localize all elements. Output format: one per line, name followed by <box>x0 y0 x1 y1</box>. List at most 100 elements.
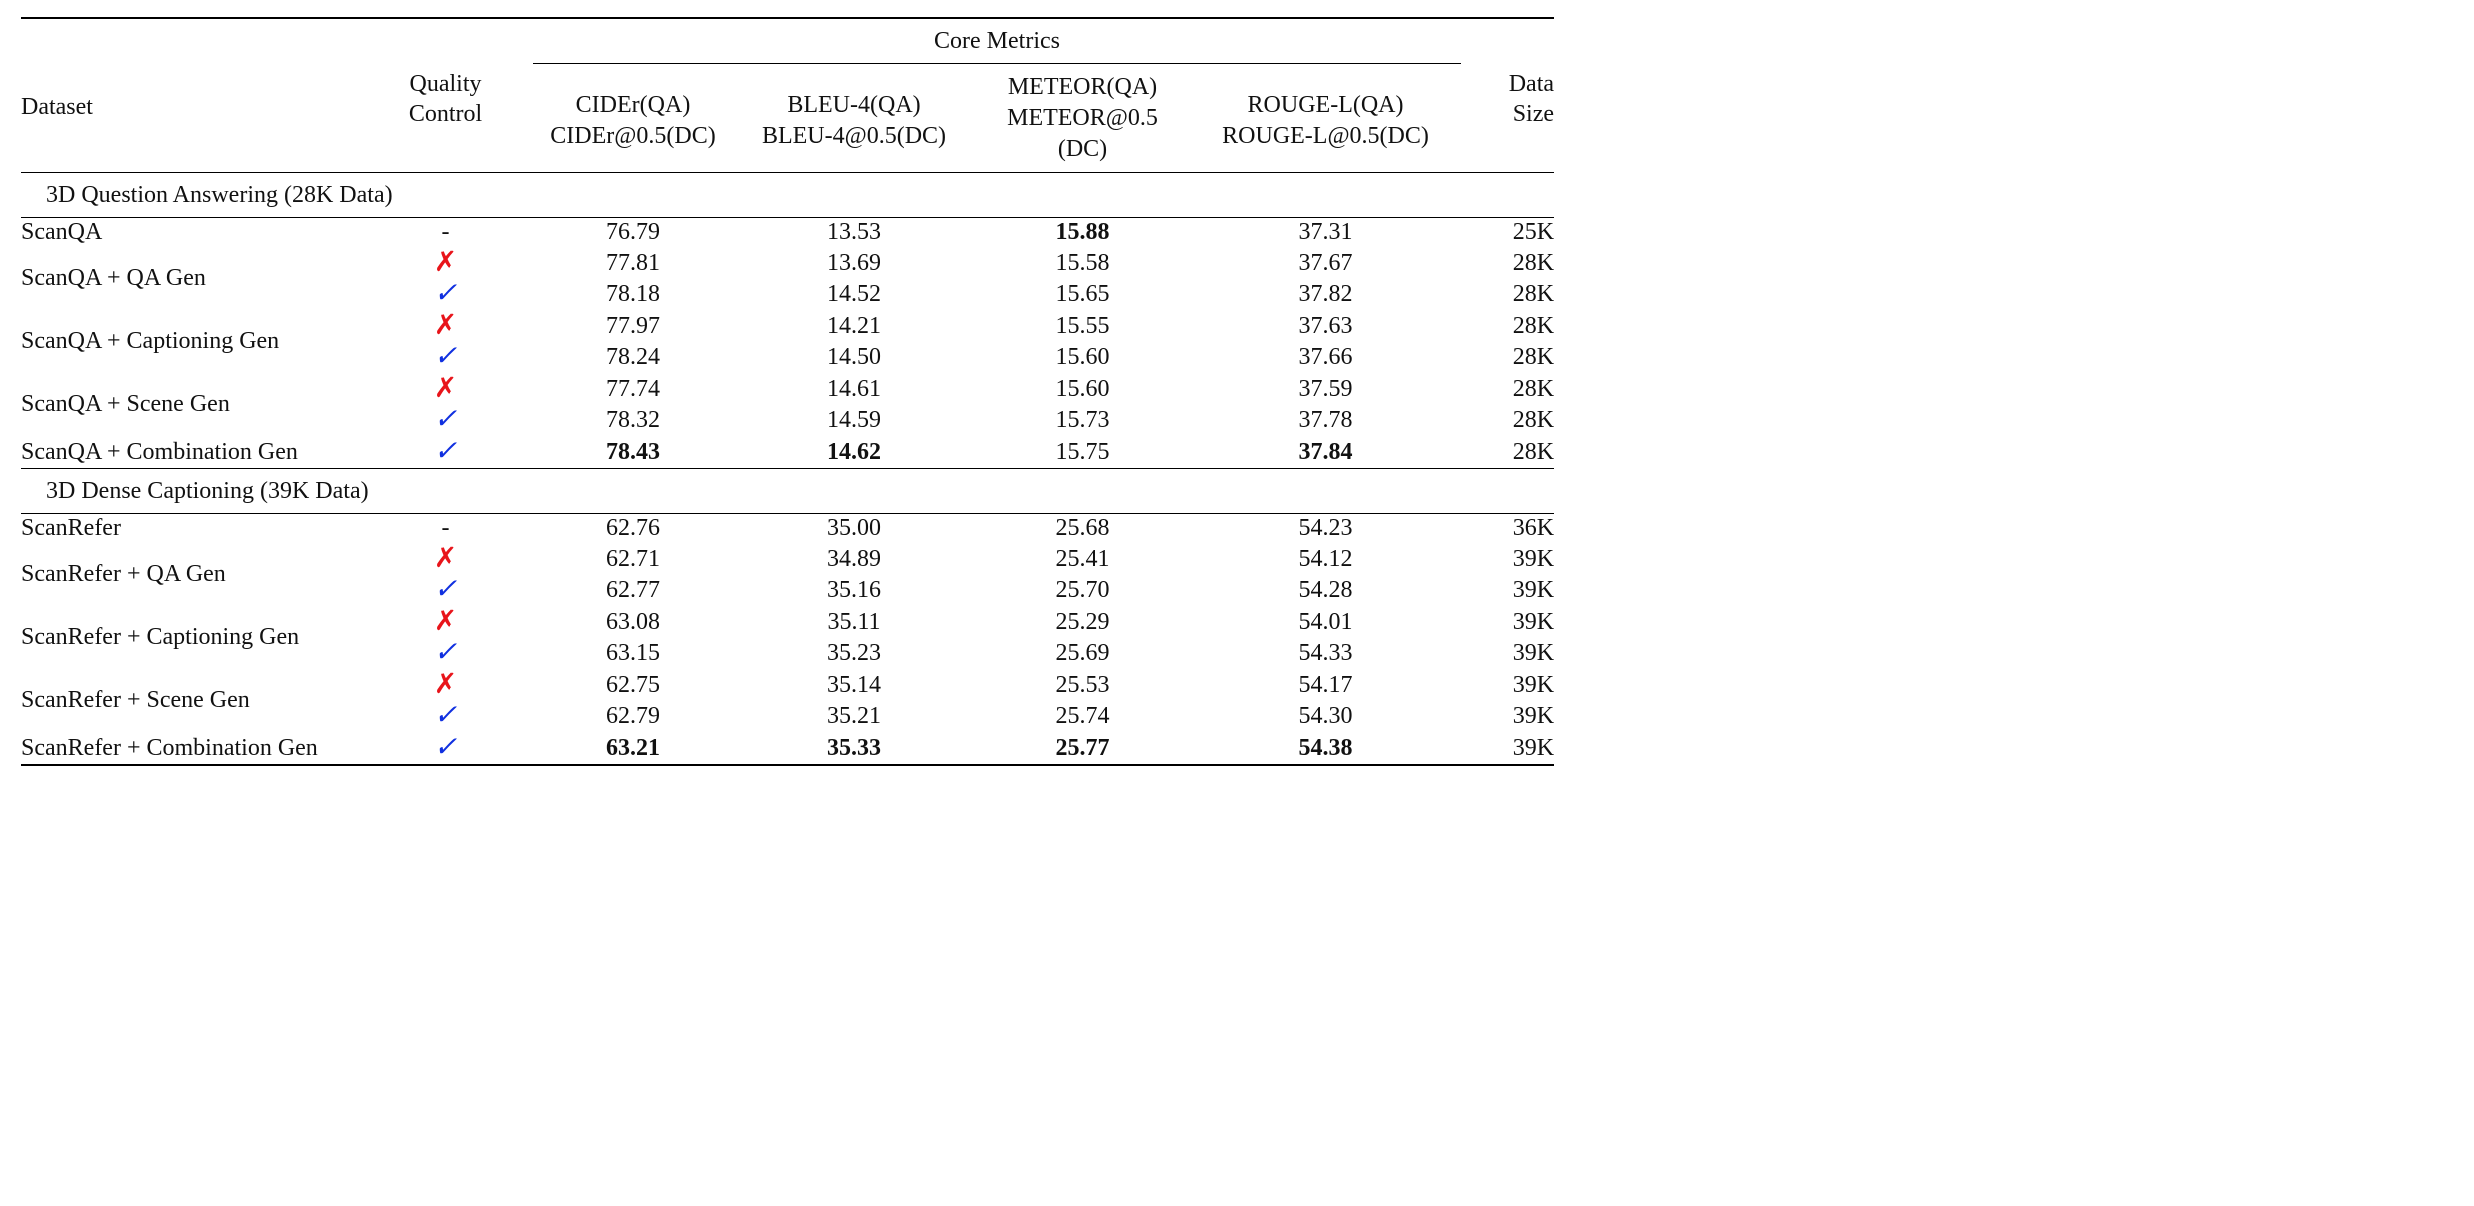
bleu-value: 35.33 <box>827 734 881 761</box>
section-header-row: 3D Question Answering (28K Data) <box>21 173 1555 218</box>
bleu-value: 14.50 <box>827 344 881 370</box>
table-row: ScanRefer + QA Gen ✗ 62.71 34.89 25.41 54.12 3… <box>21 544 1555 588</box>
bleu-value: 35.16 <box>827 577 881 603</box>
rouge-value: 54.01 <box>1298 608 1353 635</box>
cider-value: 62.77 <box>606 577 660 603</box>
check-icon: ✓ <box>433 731 458 763</box>
data-size-value: 28K <box>1512 344 1555 370</box>
bleu-value: 14.62 <box>827 438 881 465</box>
dataset-name: ScanRefer + QA Gen <box>21 561 226 588</box>
data-size-value: 28K <box>1512 281 1555 307</box>
quality-control-cell: ✓ <box>358 279 533 311</box>
cider-value: 76.79 <box>606 219 660 245</box>
data-size-value: 39K <box>1512 577 1555 603</box>
cider-value: 78.18 <box>606 281 660 307</box>
quality-control-cell: ✓ <box>358 733 533 766</box>
data-size-value: 28K <box>1512 438 1555 465</box>
table-row: ✓ 78.18 14.52 15.65 37.82 28K <box>21 279 1554 311</box>
dataset-name: ScanQA + Scene Gen <box>21 391 230 418</box>
table-row: ScanRefer + Scene Gen ✗ 62.75 35.14 25.53 54.… <box>21 668 1554 714</box>
cider-value: 77.97 <box>606 312 660 339</box>
table-row: ScanQA - 76.79 13.53 15.88 37.31 25K <box>21 218 1554 248</box>
meteor-value: 25.41 <box>1055 545 1110 572</box>
bleu-value: 35.00 <box>827 515 881 541</box>
cider-value: 77.74 <box>606 375 660 402</box>
rouge-value: 37.66 <box>1298 344 1353 370</box>
table-row: ScanQA + QA Gen ✗ 77.81 13.69 15.58 37.67 28K <box>21 248 1554 292</box>
header-rouge: ROUGE-L(QA) ROUGE-L@0.5(DC) <box>1222 92 1429 149</box>
meteor-value: 15.65 <box>1055 281 1110 307</box>
bleu-value: 14.21 <box>827 312 881 339</box>
meteor-value: 15.60 <box>1055 344 1110 370</box>
cider-value: 63.15 <box>606 640 660 666</box>
dataset-name: ScanRefer <box>21 515 121 541</box>
table-row: ✓ 63.15 35.23 25.69 54.33 39K <box>21 638 1554 670</box>
header-dataset: Dataset <box>21 94 93 120</box>
cider-value: 77.81 <box>606 249 660 276</box>
table-row: ScanQA + Captioning Gen ✗ 77.97 14.21 15.55 3… <box>21 311 1555 355</box>
meteor-value: 15.55 <box>1055 312 1110 339</box>
header-cider: CIDEr(QA) CIDEr@0.5(DC) <box>550 92 716 149</box>
bleu-value: 14.61 <box>827 375 881 402</box>
cross-icon: ✗ <box>433 668 458 700</box>
quality-control-cell: - <box>358 218 533 248</box>
table-body: 3D Question Answering (28K Data) ScanQA - 7… <box>21 173 1555 766</box>
dataset-name: ScanRefer + Captioning Gen <box>21 624 300 651</box>
rouge-value: 37.82 <box>1298 281 1353 307</box>
bleu-value: 35.11 <box>827 608 881 635</box>
rouge-value: 37.78 <box>1298 407 1353 433</box>
check-icon: ✓ <box>433 435 458 467</box>
rouge-value: 54.30 <box>1298 703 1353 729</box>
table-row: ScanQA + Scene Gen ✗ 77.74 14.61 15.60 37.59 2… <box>21 374 1555 418</box>
quality-control-cell: ✓ <box>358 638 533 670</box>
dash-mark: - <box>441 219 450 245</box>
check-icon: ✓ <box>433 404 458 435</box>
rouge-value: 37.67 <box>1298 249 1353 276</box>
dataset-name: ScanRefer + Scene Gen <box>21 687 250 714</box>
rouge-value: 54.17 <box>1298 671 1353 698</box>
rouge-value: 37.63 <box>1298 312 1353 339</box>
check-icon: ✓ <box>433 574 458 605</box>
bleu-value: 34.89 <box>827 545 881 572</box>
cider-value: 78.32 <box>606 407 660 433</box>
data-size-value: 39K <box>1512 545 1555 572</box>
meteor-value: 25.68 <box>1055 515 1110 541</box>
quality-control-cell: - <box>358 514 533 544</box>
rouge-value: 37.59 <box>1298 375 1353 402</box>
data-size-value: 28K <box>1512 407 1555 433</box>
quality-control-cell: ✓ <box>358 701 533 733</box>
quality-control-cell: ✓ <box>358 405 533 437</box>
table-row: ScanRefer + Combination Gen ✓ 63.21 35.33 25… <box>21 733 1555 766</box>
quality-control-cell: ✓ <box>358 575 533 607</box>
table-row: ScanRefer - 62.76 35.00 25.68 54.23 36K <box>21 514 1554 544</box>
section-header-row: 3D Dense Captioning (39K Data) <box>21 469 1555 514</box>
quality-control-cell: ✗ <box>358 311 533 343</box>
table-row: ✓ 78.24 14.50 15.60 37.66 28K <box>21 342 1554 374</box>
rouge-value: 54.38 <box>1298 734 1353 761</box>
table-row: ScanRefer + Captioning Gen ✗ 63.08 35.11 25.… <box>21 605 1554 651</box>
meteor-value: 25.70 <box>1055 577 1110 603</box>
header-bleu: BLEU-4(QA) BLEU-4@0.5(DC) <box>761 92 947 149</box>
meteor-value: 25.53 <box>1055 671 1110 698</box>
cross-icon: ✗ <box>433 605 458 637</box>
dataset-name: ScanQA + Combination Gen <box>21 438 298 465</box>
data-size-value: 28K <box>1512 312 1555 339</box>
bleu-value: 35.21 <box>827 703 881 729</box>
quality-control-cell: ✓ <box>358 437 533 469</box>
section-title: 3D Dense Captioning (39K Data) <box>46 477 369 504</box>
data-size-value: 28K <box>1512 375 1555 402</box>
rouge-value: 54.12 <box>1298 545 1353 572</box>
table-row: ScanQA + Combination Gen ✓ 78.43 14.62 15.75… <box>21 437 1555 469</box>
meteor-value: 25.29 <box>1055 608 1110 635</box>
bleu-value: 14.52 <box>827 281 881 307</box>
meteor-value: 15.60 <box>1055 375 1110 402</box>
cider-value: 62.75 <box>606 671 660 698</box>
cross-icon: ✗ <box>433 309 458 341</box>
dataset-name: ScanQA + QA Gen <box>21 265 206 292</box>
quality-control-cell: ✓ <box>358 342 533 374</box>
bleu-value: 14.59 <box>827 407 881 433</box>
bleu-value: 35.14 <box>827 671 881 698</box>
bleu-value: 13.69 <box>827 249 881 276</box>
cider-value: 78.43 <box>606 438 660 465</box>
header-data-size: Data Size <box>1508 70 1555 127</box>
